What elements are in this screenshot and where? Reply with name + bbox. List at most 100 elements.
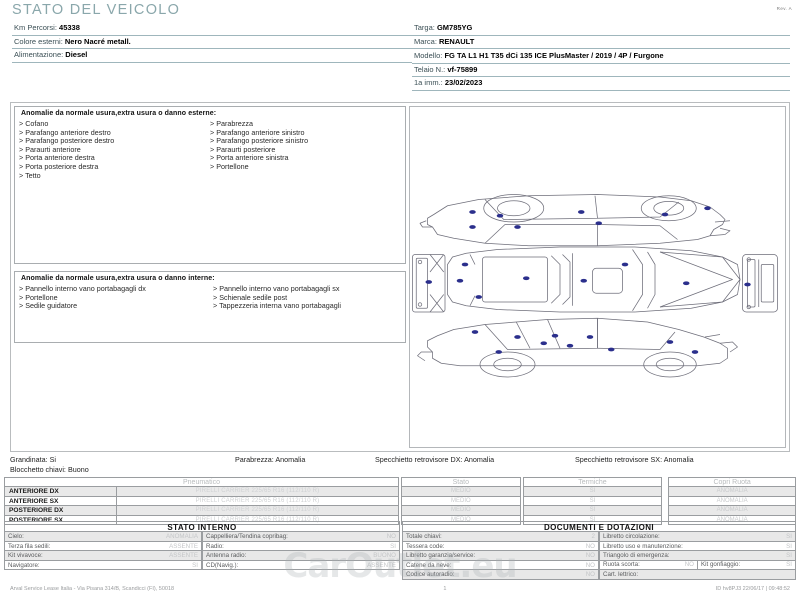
list-item: Totale chiavi: 2 bbox=[402, 532, 599, 542]
car-right-end-view bbox=[742, 254, 778, 313]
summary-parabrezza: Parabrezza: Anomalia bbox=[235, 455, 375, 465]
field-value: SI bbox=[192, 561, 198, 569]
damage-marker bbox=[469, 210, 476, 214]
documenti-dotazioni-title: DOCUMENTI E DOTAZIONI bbox=[402, 521, 796, 532]
field-value: SI bbox=[786, 533, 792, 540]
tyre-copri-ruota: ANOMALIA bbox=[716, 507, 748, 513]
table-row: MEDIO bbox=[400, 515, 521, 525]
external-anomalies-right-list: > Parabrezza > Parafango anteriore sinis… bbox=[210, 119, 401, 180]
list-item: Radio: SI bbox=[202, 541, 400, 551]
table-row: MEDIO bbox=[400, 506, 521, 516]
list-item: Libretto uso e manutenzione: SI bbox=[599, 541, 796, 551]
field-telaio-label: Telaio N.: bbox=[414, 64, 446, 74]
list-item: > Porta anteriore destra bbox=[19, 153, 95, 163]
field-value: SI bbox=[786, 542, 792, 550]
field-label: Cielo: bbox=[8, 533, 24, 540]
tyre-position: POSTERIORE DX bbox=[5, 506, 117, 515]
damage-marker bbox=[608, 347, 615, 352]
damage-marker bbox=[666, 340, 674, 344]
damage-marker bbox=[578, 210, 585, 214]
vehicle-damage-diagram-panel bbox=[409, 106, 786, 448]
tyre-stato: MEDIO bbox=[450, 516, 471, 523]
list-item: Navigatore: SI bbox=[4, 560, 202, 570]
damage-marker bbox=[523, 276, 530, 281]
list-item: > Paraurti anteriore bbox=[19, 144, 81, 154]
table-row: ANOMALIA bbox=[668, 515, 796, 525]
tyres-stato-column: Stato MEDIO MEDIO MEDIO MEDIO bbox=[400, 477, 521, 525]
damage-marker bbox=[661, 212, 669, 217]
list-item: > Tappezzeria interna vano portabagagli bbox=[213, 301, 341, 311]
field-label: Cart. lettrico: bbox=[603, 571, 639, 578]
field-value: SI bbox=[390, 542, 396, 550]
header-left-column: Km Percorsi: 45338 Colore esterni: Nero … bbox=[12, 22, 412, 94]
list-item: > Parafango posteriore destro bbox=[19, 136, 115, 146]
field-label: CD(Navig.): bbox=[206, 561, 239, 569]
vehicle-header: Km Percorsi: 45338 Colore esterni: Nero … bbox=[12, 22, 790, 94]
damage-marker bbox=[475, 295, 482, 299]
damage-marker bbox=[551, 333, 559, 338]
field-value: BUONO bbox=[373, 552, 396, 559]
table-row: ANOMALIA bbox=[668, 496, 796, 506]
list-item: > Paraurti posteriore bbox=[210, 144, 276, 154]
list-item: Codice autoradio: NO bbox=[402, 570, 599, 580]
list-item: > Schienale sedile post bbox=[213, 292, 288, 302]
header-right-column: Targa: GM785YG Marca: RENAULT Modello: F… bbox=[412, 22, 790, 94]
table-row: SI bbox=[522, 487, 663, 497]
damage-marker bbox=[566, 343, 574, 348]
stato-interno-left: Cielo: ANOMALIA Terza fila sedili: ASSENTE… bbox=[4, 532, 202, 570]
table-row: POSTERIORE SX PIRELLI CARRIER 225/65 R16… bbox=[4, 515, 399, 525]
damage-marker bbox=[704, 206, 711, 211]
field-value: ASSENTE bbox=[367, 561, 396, 569]
footer-company-address: Arval Service Lease Italia - Via Pisana … bbox=[10, 586, 175, 592]
field-value: SI bbox=[786, 552, 792, 559]
tyres-table: Pneumatico ANTERIORE DX PIRELLI CARRIER … bbox=[4, 477, 796, 525]
field-label: Codice autoradio: bbox=[406, 571, 455, 578]
field-label: Radio: bbox=[206, 542, 224, 550]
field-modello-label: Modello: bbox=[414, 51, 443, 60]
tyre-model: PIRELLI CARRIER 225/65 R16 (112/110 R) bbox=[195, 507, 320, 513]
revision-label: Rev. A bbox=[776, 6, 792, 11]
tyres-termiche-column: Termiche SI SI SI SI bbox=[522, 477, 663, 525]
field-prima-immatricolazione-value: 23/02/2023 bbox=[444, 78, 483, 87]
list-item: > Sedile guidatore bbox=[19, 301, 78, 311]
list-item: Libretto garanzia/service: NO bbox=[402, 551, 599, 561]
damage-marker bbox=[540, 341, 547, 346]
external-anomalies-box: Anomalie da normale usura,extra usura o … bbox=[14, 106, 406, 264]
internal-anomalies-right-list: > Pannello interno vano portabagagli sx … bbox=[213, 284, 401, 311]
tyres-copriruota-column: Copri Ruota ANOMALIA ANOMALIA ANOMALIA A… bbox=[668, 477, 796, 525]
field-kit-gonfiaggio: Kit gonfiaggio: SI bbox=[697, 560, 795, 569]
damage-marker bbox=[461, 262, 469, 267]
field-km-percorsi-label: Km Percorsi: bbox=[14, 23, 57, 32]
list-item: > Tetto bbox=[19, 170, 41, 180]
tyres-header-termiche: Termiche bbox=[522, 477, 663, 487]
damage-marker bbox=[496, 213, 504, 218]
field-colore-esterni-value: Nero Nacré metall. bbox=[64, 36, 131, 46]
damage-marker bbox=[621, 262, 629, 267]
field-label: Catene da neve: bbox=[406, 561, 452, 569]
field-marca-label: Marca: bbox=[414, 36, 437, 46]
field-prima-immatricolazione: 1a imm.: 23/02/2023 bbox=[412, 77, 790, 91]
field-targa: Targa: GM785YG bbox=[412, 22, 790, 36]
list-item: Catene da neve: NO bbox=[402, 560, 599, 570]
summary-grandinata-label: Grandinata: bbox=[10, 455, 48, 464]
internal-anomalies-left-list: > Pannello interno vano portabagagli dx … bbox=[19, 284, 213, 311]
damage-marker bbox=[514, 225, 521, 229]
field-targa-value: GM785YG bbox=[436, 23, 473, 32]
tyre-termiche: SI bbox=[589, 488, 596, 494]
tyres-pneumatico-column: Pneumatico ANTERIORE DX PIRELLI CARRIER … bbox=[4, 477, 399, 525]
summary-parabrezza-value: Anomalia bbox=[275, 455, 306, 464]
summary-specchietto-sx-value: Anomalia bbox=[663, 455, 694, 464]
damage-marker bbox=[456, 278, 464, 283]
list-item: Antenna radio: BUONO bbox=[202, 551, 400, 561]
table-row: MEDIO bbox=[400, 487, 521, 497]
field-label: Tessera code: bbox=[406, 542, 445, 550]
field-value bbox=[792, 570, 795, 579]
table-row: POSTERIORE DX PIRELLI CARRIER 225/65 R16… bbox=[4, 506, 399, 516]
tyre-termiche: SI bbox=[589, 507, 596, 513]
car-top-view bbox=[419, 194, 731, 247]
field-value: ANOMALIA bbox=[166, 533, 198, 540]
summary-blocchetto-label: Blocchetto chiavi: bbox=[10, 464, 66, 474]
field-value: NO bbox=[585, 552, 595, 559]
field-value: NO bbox=[585, 571, 595, 578]
inspection-body: Anomalie da normale usura,extra usura o … bbox=[10, 102, 790, 452]
